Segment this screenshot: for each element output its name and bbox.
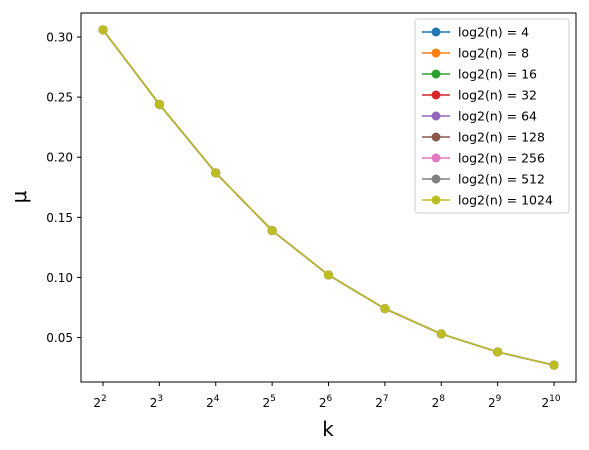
legend-marker-icon bbox=[431, 174, 441, 184]
legend-item: log2(n) = 16 bbox=[422, 67, 537, 82]
legend-item: log2(n) = 64 bbox=[422, 109, 537, 124]
series-9-point bbox=[211, 168, 221, 178]
legend-item: log2(n) = 1024 bbox=[422, 193, 553, 208]
legend-label: log2(n) = 128 bbox=[458, 130, 545, 145]
legend-item: log2(n) = 4 bbox=[422, 25, 529, 40]
legend-marker-icon bbox=[431, 111, 441, 121]
legend-marker-icon bbox=[431, 27, 441, 37]
legend-item: log2(n) = 512 bbox=[422, 172, 545, 187]
legend-item: log2(n) = 128 bbox=[422, 130, 545, 145]
y-tick-label: 0.30 bbox=[46, 31, 73, 45]
series-9-point bbox=[154, 99, 164, 109]
legend-marker-icon bbox=[431, 132, 441, 142]
legend-item: log2(n) = 32 bbox=[422, 88, 537, 103]
x-tick-label: 26 bbox=[319, 394, 333, 410]
x-tick-label: 25 bbox=[262, 394, 275, 410]
legend-label: log2(n) = 32 bbox=[458, 88, 537, 103]
legend-item: log2(n) = 256 bbox=[422, 151, 545, 166]
series-9-point bbox=[267, 226, 277, 236]
legend-marker-icon bbox=[431, 153, 441, 163]
x-tick-label: 28 bbox=[432, 394, 446, 410]
legend-marker-icon bbox=[431, 195, 441, 205]
y-tick-label: 0.10 bbox=[46, 271, 73, 285]
x-axis-label: k bbox=[322, 417, 334, 441]
series-layer bbox=[98, 25, 559, 370]
y-tick-label: 0.15 bbox=[46, 211, 73, 225]
x-tick-label: 23 bbox=[150, 394, 163, 410]
series-9-point bbox=[380, 304, 390, 314]
x-tick-label: 27 bbox=[375, 394, 388, 410]
y-tick-label: 0.05 bbox=[46, 331, 73, 345]
legend-label: log2(n) = 512 bbox=[458, 172, 545, 187]
legend-item: log2(n) = 8 bbox=[422, 46, 529, 61]
series-9-point bbox=[98, 25, 108, 35]
legend-label: log2(n) = 64 bbox=[458, 109, 537, 124]
y-tick-label: 0.25 bbox=[46, 91, 73, 105]
x-tick-label: 210 bbox=[541, 394, 560, 410]
x-tick-label: 29 bbox=[488, 394, 502, 410]
y-tick-label: 0.20 bbox=[46, 151, 73, 165]
series-9-point bbox=[493, 347, 503, 357]
legend-label: log2(n) = 16 bbox=[458, 67, 537, 82]
series-9-point bbox=[549, 360, 559, 370]
legend-box bbox=[414, 18, 570, 214]
y-axis: 0.05 0.10 0.15 0.20 0.25 0.30 bbox=[46, 31, 81, 345]
y-axis-label: μ bbox=[7, 190, 31, 203]
series-9 bbox=[98, 25, 559, 370]
legend-marker-icon bbox=[431, 69, 441, 79]
x-tick-label: 24 bbox=[206, 394, 220, 410]
legend-label: log2(n) = 256 bbox=[458, 151, 545, 166]
x-axis: 22 23 24 25 26 27 28 29 210 bbox=[93, 382, 561, 410]
legend-label: log2(n) = 1024 bbox=[458, 193, 553, 208]
legend-marker-icon bbox=[431, 48, 441, 58]
series-9-point bbox=[436, 329, 446, 339]
legend-label: log2(n) = 8 bbox=[458, 46, 529, 61]
x-tick-label: 22 bbox=[93, 394, 106, 410]
series-9-point bbox=[324, 270, 333, 280]
legend-label: log2(n) = 4 bbox=[458, 25, 529, 40]
legend: log2(n) = 4 log2(n) = 8 log2(n) = 16 log2(n… bbox=[414, 18, 570, 214]
legend-marker-icon bbox=[431, 90, 441, 100]
